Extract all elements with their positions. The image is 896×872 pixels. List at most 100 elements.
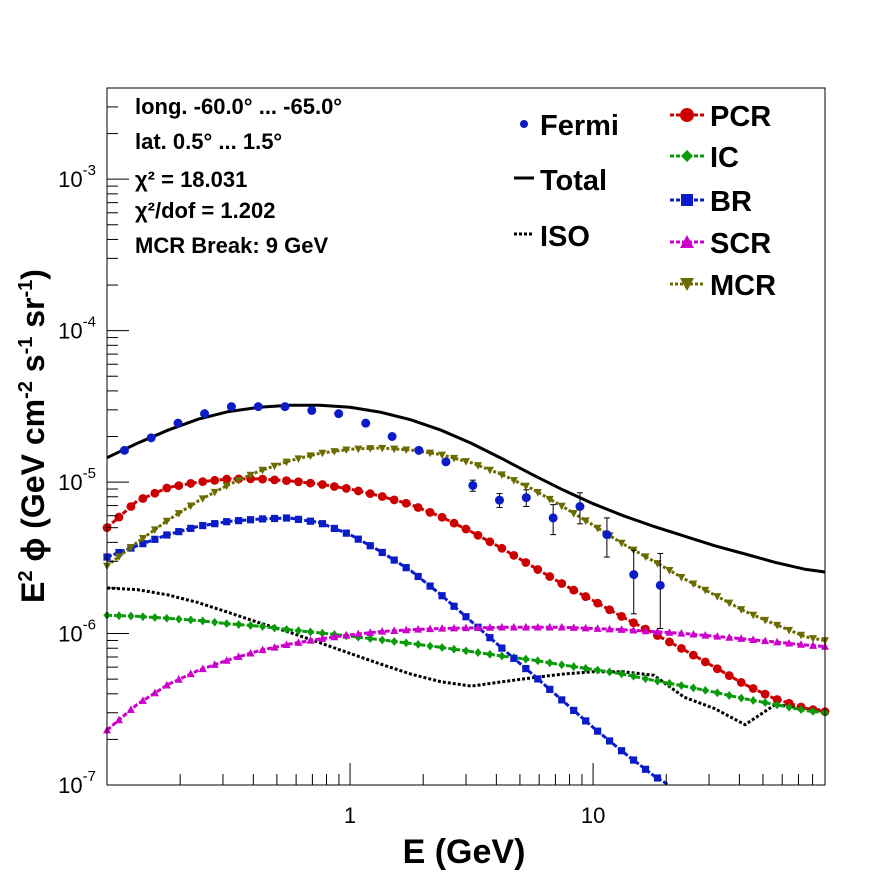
series-marker: [665, 628, 674, 636]
legend-ic-label: IC: [710, 142, 739, 174]
fermi-point: [146, 433, 156, 443]
fermi-marker: [387, 432, 397, 441]
series-line-total: [106, 403, 826, 574]
series-marker: [761, 698, 769, 708]
series-marker: [438, 643, 446, 652]
series-marker: [785, 702, 793, 712]
series-marker: [665, 678, 674, 688]
series-marker: [533, 489, 542, 497]
series-marker: [569, 510, 578, 518]
series-marker: [234, 652, 243, 661]
series-marker: [127, 611, 135, 621]
series-marker: [306, 517, 315, 525]
series-marker: [199, 616, 207, 626]
series-marker: [438, 624, 447, 632]
series-marker: [581, 517, 590, 525]
series-marker: [521, 622, 530, 631]
series-marker: [557, 502, 566, 511]
x-tick-label: 1: [344, 803, 356, 828]
series-marker: [773, 621, 782, 630]
fermi-point: [602, 517, 612, 558]
series-marker: [485, 537, 495, 547]
series-marker: [151, 613, 159, 622]
fermi-marker: [468, 480, 478, 490]
series-marker: [725, 691, 733, 700]
fermi-marker: [575, 501, 585, 511]
y-axis-title-part: ϕ (GeV cm: [15, 399, 51, 571]
series-marker: [198, 477, 208, 487]
series-ic: [103, 610, 829, 718]
series-marker: [258, 466, 267, 475]
series-marker: [318, 480, 327, 489]
series-marker: [545, 495, 554, 504]
series-marker: [761, 636, 770, 645]
series-marker: [582, 717, 590, 725]
series-marker: [569, 623, 578, 631]
series-marker: [629, 625, 638, 634]
series-marker: [773, 700, 781, 710]
info-box: long. -60.0° ... -65.0° lat. 0.5° ... 1.…: [135, 94, 342, 258]
y-axis-title-part: ): [15, 269, 51, 280]
series-marker: [749, 611, 758, 620]
series-marker: [414, 640, 422, 649]
fermi-point: [548, 504, 558, 536]
series-marker: [772, 695, 782, 704]
series-marker: [461, 524, 471, 534]
legend-fermi-label: Fermi: [540, 110, 619, 142]
series-marker: [294, 455, 303, 463]
y-tick-label: 10-5: [58, 465, 96, 495]
series-marker: [497, 471, 506, 479]
series-marker: [617, 612, 626, 621]
series-marker: [270, 642, 279, 651]
fermi-point: [575, 492, 585, 525]
series-marker: [139, 540, 147, 548]
series-marker: [593, 598, 603, 608]
series-marker: [162, 680, 171, 689]
fermi-points-layer: [119, 402, 665, 629]
series-marker: [438, 451, 447, 460]
series-marker: [187, 615, 195, 625]
series-marker: [749, 696, 757, 705]
legend-fermi-marker: [520, 120, 528, 128]
series-marker: [785, 626, 794, 635]
series-layer: [102, 403, 830, 787]
series-marker: [594, 665, 602, 675]
series-marker: [342, 446, 351, 455]
series-marker: [414, 572, 422, 581]
fermi-point: [655, 552, 665, 629]
fermi-marker: [226, 402, 236, 412]
series-marker: [594, 727, 602, 735]
series-marker: [258, 474, 267, 484]
series-marker: [498, 644, 506, 652]
series-marker: [509, 622, 518, 631]
fermi-marker: [253, 402, 263, 412]
series-marker: [210, 488, 219, 497]
fermi-point: [173, 418, 183, 428]
legend-mcr-marker: [680, 278, 694, 291]
series-marker: [725, 633, 734, 641]
series-marker: [748, 684, 758, 693]
series-marker: [606, 667, 614, 677]
fermi-marker: [200, 409, 210, 419]
series-marker: [437, 512, 447, 522]
series-iso: [106, 586, 826, 727]
series-marker: [402, 564, 410, 572]
series-marker: [389, 495, 399, 505]
fermi-marker: [361, 418, 371, 428]
series-marker: [342, 529, 350, 537]
series-scr: [103, 622, 829, 734]
fermi-marker: [307, 405, 317, 415]
series-marker: [521, 558, 531, 567]
series-marker: [677, 681, 685, 690]
series-marker: [701, 631, 710, 639]
series-marker: [689, 683, 697, 693]
series-marker: [809, 635, 818, 643]
series-marker: [282, 640, 291, 649]
series-marker: [689, 629, 698, 638]
series-marker: [235, 517, 243, 525]
fermi-marker: [173, 418, 183, 428]
series-marker: [377, 492, 387, 501]
legend-mcr-label: MCR: [710, 270, 776, 302]
series-marker: [712, 664, 722, 674]
series-marker: [462, 613, 470, 621]
